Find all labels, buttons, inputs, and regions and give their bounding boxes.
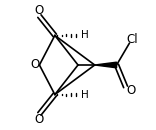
Text: O: O <box>35 4 44 17</box>
Text: O: O <box>30 58 39 72</box>
Text: O: O <box>35 113 44 126</box>
Text: H: H <box>81 90 89 100</box>
Polygon shape <box>95 62 117 68</box>
Text: H: H <box>81 30 89 40</box>
Text: O: O <box>127 84 136 97</box>
Text: Cl: Cl <box>127 33 139 46</box>
